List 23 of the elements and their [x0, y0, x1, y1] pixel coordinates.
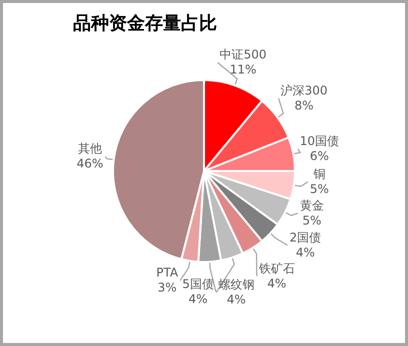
slice-label: 沪深300: [280, 83, 328, 98]
slice-label: 螺纹钢: [218, 278, 254, 292]
slice-label: 中证500: [220, 48, 267, 62]
data-label: 5%: [310, 182, 329, 196]
data-label: 8%: [294, 98, 314, 112]
slice-label: 5国债: [182, 276, 214, 291]
data-label: 46%: [76, 156, 104, 171]
slice-label: PTA: [156, 266, 179, 280]
slice-label: 铁矿石: [258, 261, 295, 276]
chart-title: 品种资金存量占比: [73, 12, 217, 35]
slice-label: 10国债: [300, 134, 340, 148]
data-label: 4%: [296, 245, 315, 260]
data-label: 4%: [267, 276, 286, 290]
data-label: 6%: [310, 149, 329, 164]
slice-label: 铜: [312, 167, 326, 182]
slice-label: 其他: [78, 142, 102, 156]
slice-label: 2国债: [290, 230, 322, 244]
data-label: 4%: [226, 292, 246, 307]
data-label: 4%: [188, 292, 208, 306]
data-label: 3%: [158, 280, 177, 295]
data-label: 5%: [302, 213, 322, 228]
data-label: 11%: [230, 62, 256, 77]
slice-label: 黄金: [300, 198, 324, 212]
